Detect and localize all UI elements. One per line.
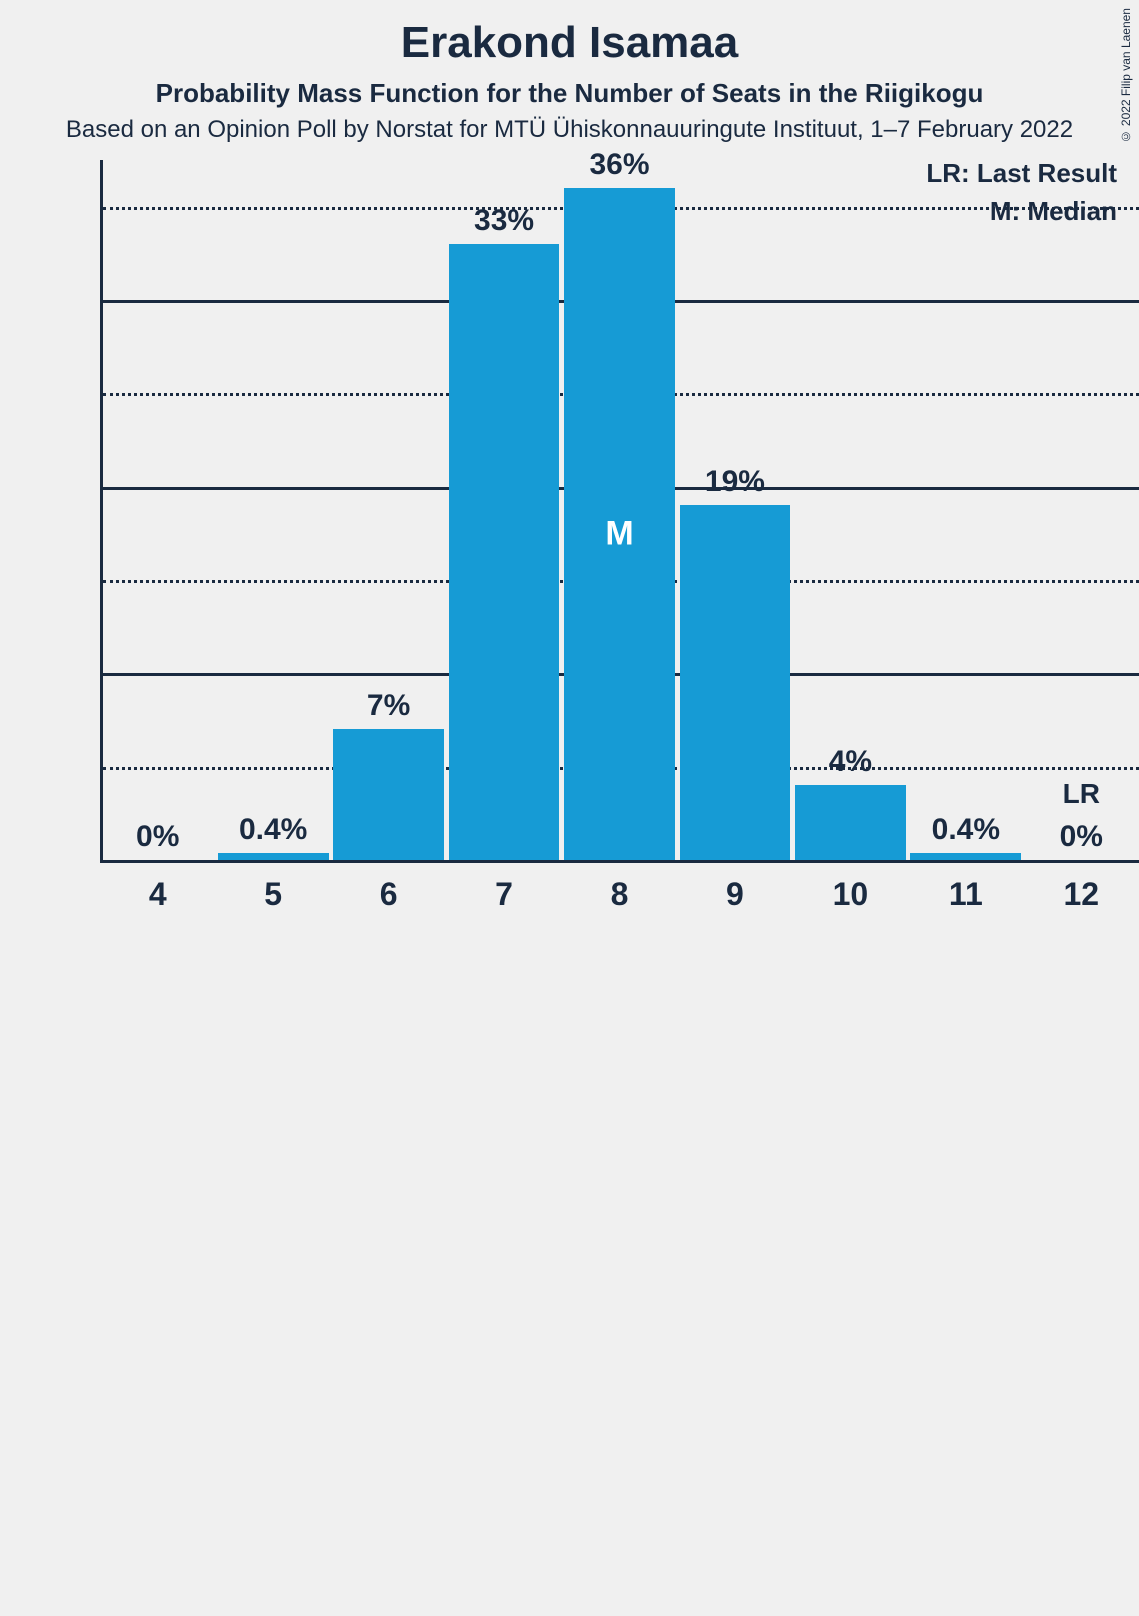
bar-value-label: 0% bbox=[136, 820, 179, 854]
x-tick-label: 12 bbox=[1063, 876, 1099, 913]
plot-area: 0%0.4%7%33%36%M19%4%0.4%0%LR 45678910111… bbox=[100, 160, 1139, 860]
y-axis bbox=[100, 160, 103, 861]
bar bbox=[333, 729, 444, 860]
bar-value-label: 0.4% bbox=[932, 813, 1000, 847]
last-result-marker: LR bbox=[1063, 778, 1100, 810]
bar-value-label: 19% bbox=[705, 465, 765, 499]
x-tick-label: 8 bbox=[611, 876, 629, 913]
bar-value-label: 4% bbox=[829, 745, 872, 779]
bar bbox=[910, 853, 1021, 860]
x-tick-label: 4 bbox=[149, 876, 167, 913]
x-tick-label: 10 bbox=[833, 876, 869, 913]
bar-value-label: 36% bbox=[589, 148, 649, 182]
bar bbox=[218, 853, 329, 860]
chart-container: © 2022 Filip van Laenen Erakond Isamaa P… bbox=[0, 0, 1139, 924]
bar-value-label: 33% bbox=[474, 204, 534, 238]
legend-lr: LR: Last Result bbox=[926, 158, 1117, 189]
bar-value-label: 0% bbox=[1060, 820, 1103, 854]
bar-value-label: 7% bbox=[367, 689, 410, 723]
x-tick-label: 9 bbox=[726, 876, 744, 913]
median-marker: M bbox=[605, 515, 633, 554]
x-tick-label: 5 bbox=[264, 876, 282, 913]
x-tick-label: 6 bbox=[380, 876, 398, 913]
x-axis bbox=[100, 860, 1139, 863]
chart-subtitle: Probability Mass Function for the Number… bbox=[0, 78, 1139, 109]
bar bbox=[795, 785, 906, 860]
bar-value-label: 0.4% bbox=[239, 813, 307, 847]
x-tick-label: 11 bbox=[949, 876, 983, 913]
legend-m: M: Median bbox=[990, 196, 1117, 227]
bar bbox=[680, 505, 791, 860]
chart-caption: Based on an Opinion Poll by Norstat for … bbox=[0, 116, 1139, 144]
bar bbox=[449, 244, 560, 860]
x-tick-label: 7 bbox=[495, 876, 513, 913]
chart-title: Erakond Isamaa bbox=[0, 18, 1139, 68]
